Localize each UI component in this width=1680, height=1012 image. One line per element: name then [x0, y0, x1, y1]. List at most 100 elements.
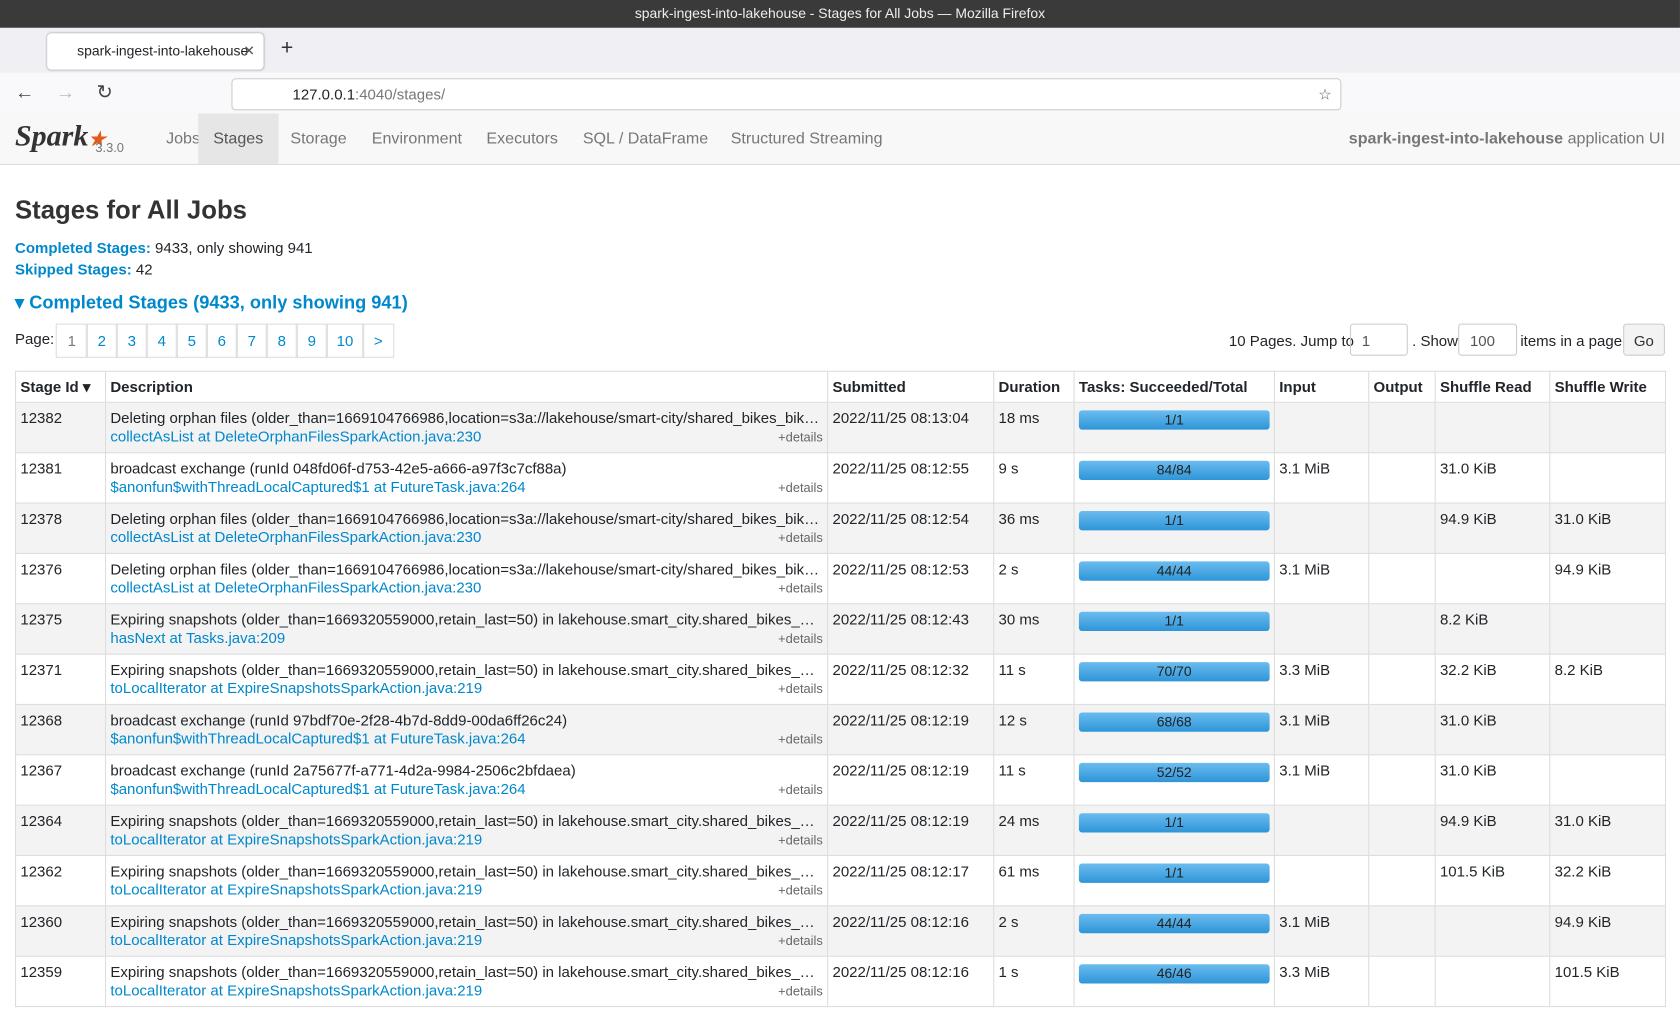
details-link[interactable]: +details	[778, 832, 823, 848]
details-link[interactable]: +details	[778, 681, 823, 697]
metric-output	[1368, 905, 1436, 957]
spark-logo[interactable]: Spark★	[14, 119, 106, 154]
submitted: 2022/11/25 08:12:17	[827, 854, 995, 907]
tab[interactable]: spark-ingest-into-lakehouse ✕	[47, 33, 264, 70]
nav-tab[interactable]: Structured Streaming	[730, 129, 883, 148]
column-header[interactable]: Duration	[993, 370, 1075, 403]
submitted: 2022/11/25 08:12:19	[827, 754, 995, 806]
nav-tab[interactable]: Environment	[371, 129, 463, 148]
details-link[interactable]: +details	[778, 933, 823, 949]
callsite[interactable]: toLocalIterator at ExpireSnapshotsSparkA…	[110, 981, 483, 999]
page-link[interactable]: 3	[115, 323, 148, 358]
column-header[interactable]: Shuffle Write	[1549, 370, 1667, 403]
section-toggle[interactable]: ▾ Completed Stages (9433, only showing 9…	[14, 292, 408, 313]
callsite[interactable]: toLocalIterator at ExpireSnapshotsSparkA…	[110, 679, 483, 697]
callsite[interactable]: toLocalIterator at ExpireSnapshotsSparkA…	[110, 830, 483, 848]
description: Expiring snapshots (older_than=166932055…	[104, 603, 829, 655]
nav-tab[interactable]: Stages	[198, 113, 279, 164]
page-link[interactable]: 9	[295, 323, 328, 358]
nav-tab[interactable]: Executors	[486, 129, 558, 148]
details-link[interactable]: +details	[778, 530, 823, 546]
go-button[interactable]: Go	[1623, 323, 1665, 356]
description: Expiring snapshots (older_than=166932055…	[104, 955, 829, 1008]
nav-tab[interactable]: Jobs	[166, 129, 201, 148]
column-header[interactable]: Description	[104, 370, 829, 403]
page-link[interactable]: >	[362, 323, 395, 358]
duration: 9 s	[993, 452, 1075, 504]
page-title: Stages for All Jobs	[14, 196, 247, 225]
stage-row: 12359 Expiring snapshots (older_than=1669…	[14, 955, 1667, 1008]
task-progress: 84/84	[1078, 460, 1270, 480]
metric-input: 3.1 MiB	[1273, 703, 1370, 756]
callsite[interactable]: collectAsList at DeleteOrphanFilesSparkA…	[110, 528, 482, 546]
stage-id: 12375	[14, 603, 107, 655]
stage-row: 12362 Expiring snapshots (older_than=1669…	[14, 854, 1667, 907]
column-header[interactable]: Stage Id ▾	[14, 370, 107, 403]
duration: 11 s	[993, 653, 1075, 705]
duration: 18 ms	[993, 401, 1075, 454]
metric-input: 3.1 MiB	[1273, 552, 1370, 605]
callsite[interactable]: toLocalIterator at ExpireSnapshotsSparkA…	[110, 880, 483, 898]
callsite-line: toLocalIterator at ExpireSnapshotsSparkA…	[110, 829, 822, 850]
tasks: 1/1	[1073, 854, 1275, 907]
url-bar[interactable]: 127.0.0.1:4040/stages/☆	[231, 78, 1342, 111]
page-link[interactable]: 2	[85, 323, 118, 358]
callsite[interactable]: collectAsList at DeleteOrphanFilesSparkA…	[110, 578, 482, 596]
task-progress: 44/44	[1078, 913, 1270, 934]
page-link[interactable]: 10	[325, 323, 365, 358]
duration: 24 ms	[993, 804, 1075, 857]
stage-desc: Expiring snapshots (older_than=166932055…	[110, 610, 823, 628]
callsite[interactable]: $anonfun$withThreadLocalCaptured$1 at Fu…	[110, 477, 526, 495]
details-link[interactable]: +details	[778, 731, 823, 747]
nav-buttons[interactable]: ← → ↻	[14, 81, 113, 103]
column-header[interactable]: Shuffle Read	[1434, 370, 1551, 403]
callsite[interactable]: $anonfun$withThreadLocalCaptured$1 at Fu…	[110, 729, 526, 747]
page-link[interactable]: 1	[55, 323, 88, 358]
pages-text: 10 Pages. Jump to	[1228, 332, 1354, 350]
callsite-line: toLocalIterator at ExpireSnapshotsSparkA…	[110, 880, 822, 901]
callsite-line: hasNext at Tasks.java:209 +details	[110, 628, 822, 649]
page-link[interactable]: 8	[265, 323, 298, 358]
tasks: 70/70	[1073, 653, 1275, 705]
metric-write	[1549, 452, 1667, 504]
details-link[interactable]: +details	[778, 429, 823, 445]
metric-write	[1549, 754, 1667, 806]
column-header[interactable]: Input	[1273, 370, 1370, 403]
details-link[interactable]: +details	[778, 983, 823, 999]
show-input[interactable]: 100	[1458, 323, 1518, 356]
details-link[interactable]: +details	[778, 580, 823, 596]
callsite[interactable]: $anonfun$withThreadLocalCaptured$1 at Fu…	[110, 779, 526, 798]
page-link[interactable]: 7	[235, 323, 268, 358]
callsite-line: collectAsList at DeleteOrphanFilesSparkA…	[110, 426, 822, 447]
stage-desc: Expiring snapshots (older_than=166932055…	[110, 812, 823, 830]
metric-input	[1273, 603, 1370, 655]
page-link[interactable]: 4	[145, 323, 178, 358]
page-link[interactable]: 6	[205, 323, 238, 358]
details-link[interactable]: +details	[778, 631, 823, 647]
task-progress: 46/46	[1078, 964, 1270, 984]
column-header[interactable]: Tasks: Succeeded/Total	[1073, 370, 1275, 403]
jump-input[interactable]: 1	[1349, 323, 1408, 356]
new-tab[interactable]: +	[280, 36, 294, 60]
column-header[interactable]: Submitted	[827, 370, 995, 403]
details-link[interactable]: +details	[778, 782, 823, 798]
callsite[interactable]: hasNext at Tasks.java:209	[110, 628, 286, 647]
nav-tab[interactable]: Storage	[290, 129, 347, 148]
stage-row: 12382 Deleting orphan files (older_than=1…	[14, 401, 1667, 454]
summary-label[interactable]: Skipped Stages:	[14, 260, 132, 278]
tasks: 44/44	[1073, 552, 1275, 605]
column-header[interactable]: Output	[1368, 370, 1436, 403]
nav-tab[interactable]: SQL / DataFrame	[582, 129, 709, 148]
page-link[interactable]: 5	[175, 323, 208, 358]
callsite-line: toLocalIterator at ExpireSnapshotsSparkA…	[110, 980, 822, 1001]
callsite-line: collectAsList at DeleteOrphanFilesSparkA…	[110, 577, 822, 598]
summary-label[interactable]: Completed Stages:	[14, 238, 151, 257]
metric-output	[1368, 955, 1436, 1008]
callsite[interactable]: collectAsList at DeleteOrphanFilesSparkA…	[110, 427, 482, 445]
stage-desc: Expiring snapshots (older_than=166932055…	[110, 661, 823, 679]
callsite[interactable]: toLocalIterator at ExpireSnapshotsSparkA…	[110, 931, 483, 949]
submitted: 2022/11/25 08:12:16	[827, 955, 995, 1008]
submitted: 2022/11/25 08:12:43	[827, 603, 995, 655]
details-link[interactable]: +details	[778, 882, 823, 898]
details-link[interactable]: +details	[778, 479, 823, 495]
